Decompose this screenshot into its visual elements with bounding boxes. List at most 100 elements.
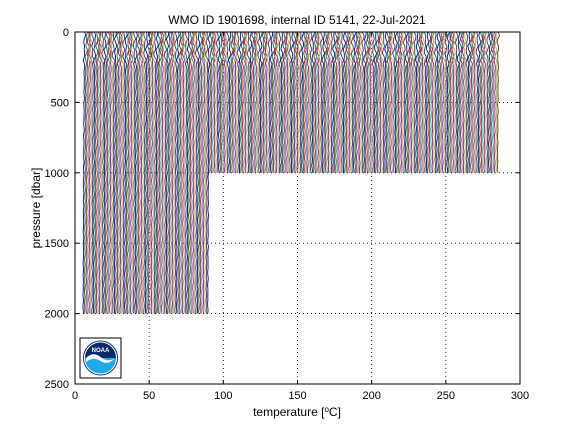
profile-line <box>122 31 126 314</box>
profile-line <box>471 31 475 173</box>
profile-line <box>488 31 492 173</box>
y-axis-label: pressure [dbar] <box>29 168 43 249</box>
profile-line <box>138 31 144 314</box>
profile-line <box>357 31 361 173</box>
noaa-logo-top-half <box>84 342 117 358</box>
profile-line <box>147 31 153 314</box>
profile-line <box>406 31 410 173</box>
profile-line <box>135 31 140 314</box>
profile-line <box>437 31 442 173</box>
profile-line <box>264 31 268 173</box>
profile-line <box>263 31 267 173</box>
profile-line <box>88 32 92 314</box>
profile-line <box>286 31 291 173</box>
profile-line <box>259 31 264 173</box>
profile-line <box>342 31 347 173</box>
profile-line <box>409 31 413 173</box>
profile-line <box>184 31 188 314</box>
profile-line <box>483 31 488 173</box>
profile-line <box>107 31 112 314</box>
profile-line <box>227 31 232 173</box>
profile-line <box>321 31 326 173</box>
profile-line <box>373 31 378 173</box>
profile-line <box>245 31 250 173</box>
profile-line <box>284 31 288 173</box>
profile-line <box>494 31 498 173</box>
profile-line <box>198 31 203 314</box>
profile-line <box>433 31 438 173</box>
profile-line <box>85 31 90 314</box>
profile-line <box>475 31 479 173</box>
profile-line <box>456 31 461 173</box>
profile-line <box>161 31 165 314</box>
profile-line <box>302 31 306 173</box>
profile-line <box>97 31 102 314</box>
profile-line <box>190 31 195 314</box>
profile-line <box>253 31 257 173</box>
profile-line <box>217 31 222 173</box>
profile-line <box>473 31 478 173</box>
profile-line <box>110 31 115 314</box>
profile-line <box>465 31 469 173</box>
profile-line <box>485 31 490 173</box>
profile-line <box>340 31 344 173</box>
profile-line <box>468 31 473 173</box>
profile-line <box>295 31 300 173</box>
profile-line <box>180 31 185 314</box>
profile-line <box>404 31 409 173</box>
profile-line <box>83 31 88 314</box>
profile-line <box>450 31 454 173</box>
x-tick-label: 150 <box>288 390 306 402</box>
profile-line <box>481 31 485 173</box>
profile-line <box>319 31 323 173</box>
profile-line <box>257 31 261 173</box>
profile-line <box>249 31 253 173</box>
profile-line <box>350 31 354 173</box>
profile-line <box>492 31 496 173</box>
profile-line <box>380 31 384 173</box>
profile-line <box>201 31 205 314</box>
profile-line <box>212 31 216 173</box>
profile-line <box>292 31 297 173</box>
profile-line <box>101 31 106 314</box>
profiles-group <box>82 31 500 314</box>
profile-line <box>149 31 153 314</box>
profile-line <box>207 31 211 314</box>
profile-line <box>323 31 328 173</box>
profile-line <box>137 31 142 314</box>
profile-line <box>311 31 316 173</box>
profile-line <box>113 31 118 314</box>
profile-line <box>317 31 321 173</box>
profile-line <box>146 31 151 314</box>
profile-line <box>182 31 187 314</box>
profile-line <box>402 31 407 173</box>
profile-line <box>423 31 427 173</box>
profile-line <box>348 31 353 173</box>
profile-line <box>426 31 432 173</box>
profile-line <box>316 31 320 173</box>
profile-line <box>336 31 340 173</box>
profile-line <box>196 31 201 314</box>
profile-line <box>240 31 245 173</box>
profile-line <box>441 31 447 173</box>
profile-line <box>236 31 241 173</box>
profile-line <box>169 31 174 314</box>
profile-line <box>290 31 295 173</box>
profile-line <box>332 31 336 173</box>
profile-line <box>106 31 111 314</box>
profile-line <box>458 31 462 173</box>
profile-line <box>368 31 372 173</box>
profile-line <box>330 31 334 173</box>
profile-line <box>444 31 448 173</box>
profile-line <box>274 31 279 173</box>
y-tick-label: 500 <box>51 97 69 109</box>
profile-line <box>162 31 166 314</box>
profile-line <box>223 31 227 173</box>
profile-line <box>489 31 493 173</box>
profile-line <box>388 31 392 173</box>
profile-line <box>205 31 209 314</box>
profile-line <box>139 31 144 314</box>
profile-line <box>446 31 451 173</box>
profile-line <box>478 31 483 173</box>
profile-line <box>344 31 348 173</box>
